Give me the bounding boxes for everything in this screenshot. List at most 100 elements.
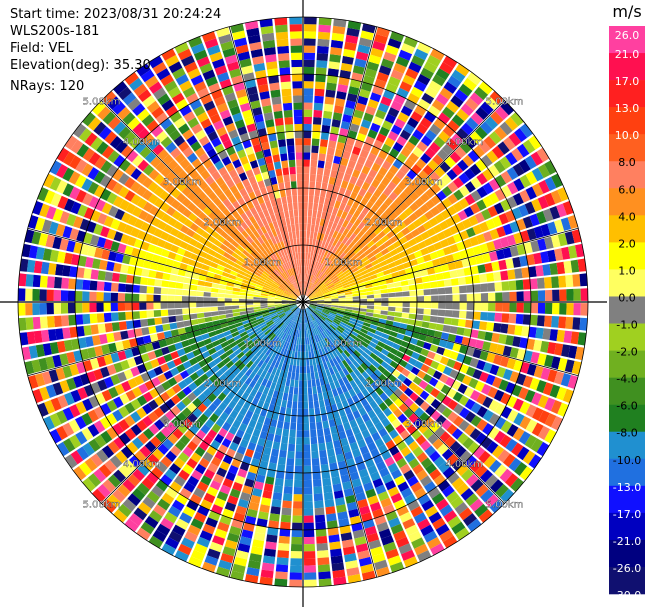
velocity-gate <box>326 360 332 369</box>
velocity-gate <box>246 360 254 369</box>
velocity-gate <box>260 344 267 352</box>
velocity-gate <box>104 322 113 333</box>
velocity-gate <box>454 260 464 269</box>
velocity-gate <box>303 501 313 509</box>
velocity-gate <box>264 155 273 165</box>
velocity-gate <box>168 281 177 289</box>
velocity-gate <box>544 429 557 444</box>
velocity-gate <box>305 245 309 253</box>
velocity-gate <box>513 360 523 372</box>
velocity-gate <box>486 150 499 163</box>
velocity-gate <box>272 282 279 288</box>
velocity-gate <box>303 188 309 196</box>
velocity-gate <box>386 315 395 321</box>
velocity-gate <box>322 175 330 184</box>
velocity-gate <box>274 318 281 325</box>
velocity-gate <box>227 213 236 223</box>
velocity-gate <box>279 528 291 537</box>
velocity-gate <box>201 364 211 373</box>
velocity-gate <box>177 269 186 277</box>
velocity-gate <box>293 109 303 117</box>
velocity-gate <box>321 323 327 330</box>
velocity-gate <box>316 167 324 176</box>
velocity-gate <box>250 48 263 58</box>
velocity-gate <box>482 182 494 195</box>
velocity-gate <box>272 390 279 399</box>
velocity-gate <box>292 336 296 344</box>
velocity-gate <box>316 326 321 334</box>
velocity-gate <box>176 412 187 423</box>
velocity-gate <box>361 429 371 439</box>
velocity-gate <box>428 377 439 387</box>
velocity-gate <box>271 351 277 359</box>
velocity-gate <box>247 267 256 274</box>
velocity-gate <box>497 141 510 155</box>
velocity-gate <box>283 174 290 183</box>
velocity-gate <box>289 166 296 175</box>
velocity-gate <box>479 371 489 383</box>
velocity-gate <box>435 498 449 511</box>
velocity-gate <box>242 432 252 442</box>
velocity-gate <box>122 254 131 265</box>
velocity-gate <box>32 316 41 330</box>
velocity-gate <box>380 361 390 369</box>
velocity-gate <box>96 449 109 463</box>
velocity-gate <box>196 291 204 297</box>
velocity-gate <box>96 281 105 291</box>
velocity-gate <box>139 302 147 310</box>
velocity-gate <box>150 436 162 448</box>
velocity-gate <box>367 185 377 195</box>
velocity-gate <box>52 236 62 250</box>
velocity-gate <box>293 487 303 495</box>
velocity-gate <box>289 304 297 308</box>
sector-line <box>302 227 579 303</box>
velocity-gate <box>308 202 313 210</box>
velocity-gate <box>357 550 371 560</box>
velocity-gate <box>70 139 84 154</box>
velocity-gate <box>423 61 438 74</box>
velocity-gate <box>381 417 391 428</box>
velocity-gate <box>221 271 230 278</box>
velocity-gate <box>507 181 519 195</box>
velocity-gate <box>216 491 229 502</box>
velocity-gate <box>242 139 252 149</box>
velocity-gate <box>304 266 307 274</box>
velocity-gate <box>289 238 294 247</box>
velocity-gate <box>350 315 358 320</box>
velocity-gate <box>252 428 261 438</box>
velocity-gate <box>344 291 353 296</box>
velocity-gate <box>123 131 137 144</box>
velocity-gate <box>193 487 206 499</box>
velocity-gate <box>459 450 472 463</box>
velocity-gate <box>204 316 213 323</box>
velocity-gate <box>325 227 331 236</box>
velocity-gate <box>531 167 544 182</box>
velocity-gate <box>125 202 136 214</box>
velocity-gate <box>239 492 251 502</box>
velocity-gate <box>403 377 413 387</box>
velocity-gate <box>184 326 193 333</box>
velocity-gate <box>381 535 394 546</box>
velocity-gate <box>260 187 268 196</box>
velocity-gate <box>420 475 433 487</box>
velocity-gate <box>381 58 394 69</box>
velocity-gate <box>261 242 268 250</box>
velocity-gate <box>296 159 303 167</box>
velocity-gate <box>440 263 450 272</box>
velocity-gate <box>476 233 486 245</box>
velocity-gate <box>528 454 542 469</box>
velocity-gate <box>507 409 519 423</box>
velocity-gate <box>118 419 130 432</box>
velocity-gate <box>477 330 486 340</box>
velocity-gate <box>324 278 331 284</box>
velocity-gate <box>310 329 314 337</box>
velocity-gate <box>258 384 265 393</box>
velocity-gate <box>359 88 371 99</box>
range-ring-label: 1.00km <box>244 338 282 349</box>
velocity-gate <box>268 373 275 382</box>
velocity-gate <box>422 282 431 289</box>
velocity-gate <box>348 251 356 259</box>
velocity-gate <box>317 45 329 54</box>
velocity-gate <box>313 486 323 495</box>
velocity-gate <box>340 474 351 483</box>
